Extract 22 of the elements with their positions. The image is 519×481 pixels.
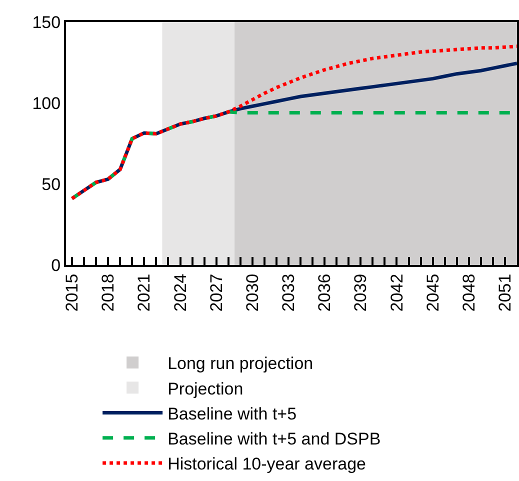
x-tick-label: 2015 bbox=[62, 274, 82, 312]
legend-label: Projection bbox=[168, 379, 244, 398]
y-tick-label: 0 bbox=[51, 256, 61, 275]
legend-label: Baseline with t+5 bbox=[168, 404, 297, 424]
x-tick-label: 2036 bbox=[315, 274, 334, 312]
x-tick-label: 2018 bbox=[98, 274, 118, 312]
x-tick-label: 2045 bbox=[423, 274, 442, 312]
legend-label: Long run projection bbox=[168, 354, 314, 374]
y-tick-label: 100 bbox=[32, 94, 61, 113]
y-tick-label: 50 bbox=[42, 174, 61, 194]
x-tick-label: 2024 bbox=[170, 274, 190, 312]
x-tick-label: 2033 bbox=[279, 274, 298, 312]
x-tick-label: 2027 bbox=[206, 274, 226, 312]
x-tick-label: 2042 bbox=[387, 274, 406, 312]
x-tick-label: 2030 bbox=[242, 274, 262, 312]
x-tick-label: 2039 bbox=[351, 274, 370, 312]
legend-label: Baseline with t+5 and DSPB bbox=[168, 429, 381, 448]
x-tick-label: 2051 bbox=[495, 274, 514, 312]
x-tick-label: 2048 bbox=[459, 274, 478, 312]
x-tick-label: 2021 bbox=[134, 274, 154, 312]
y-tick-label: 150 bbox=[32, 12, 61, 32]
legend-label: Historical 10-year average bbox=[168, 454, 366, 474]
